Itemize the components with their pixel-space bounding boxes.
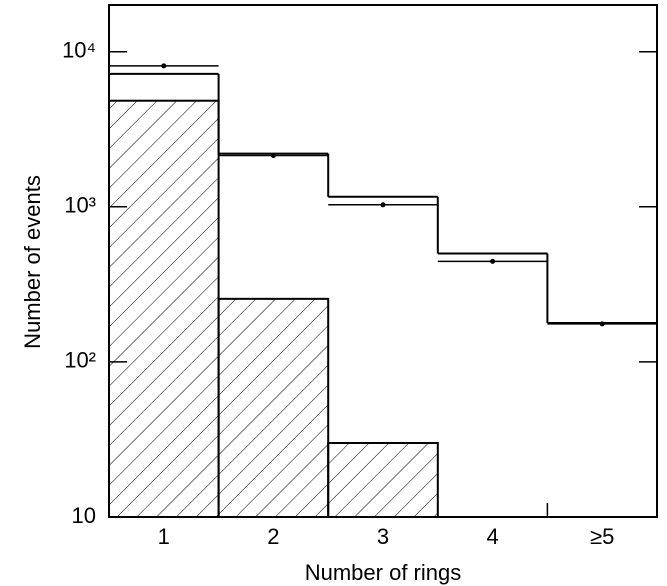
data-point	[599, 321, 605, 327]
y-tick-label: 10⁴	[62, 38, 96, 63]
hatched-bar	[108, 99, 220, 519]
hatched-bar	[217, 297, 330, 518]
x-tick-label: 4	[486, 524, 498, 549]
data-point	[270, 153, 276, 159]
data-point	[490, 258, 496, 264]
plot-frame	[108, 4, 658, 518]
y-axis-label: Number of events	[20, 175, 45, 349]
hatched-bar	[327, 441, 439, 518]
y-tick-label: 10³	[64, 193, 96, 218]
y-tick-label: 10²	[64, 348, 96, 373]
x-tick-label: 3	[377, 524, 389, 549]
data-point	[380, 202, 386, 208]
x-tick-label: ≥5	[590, 524, 614, 549]
y-tick-label: 10	[72, 503, 96, 528]
data-point	[161, 63, 167, 69]
x-axis-label: Number of rings	[305, 560, 462, 585]
x-tick-label: 1	[158, 524, 170, 549]
x-tick-label: 2	[267, 524, 279, 549]
